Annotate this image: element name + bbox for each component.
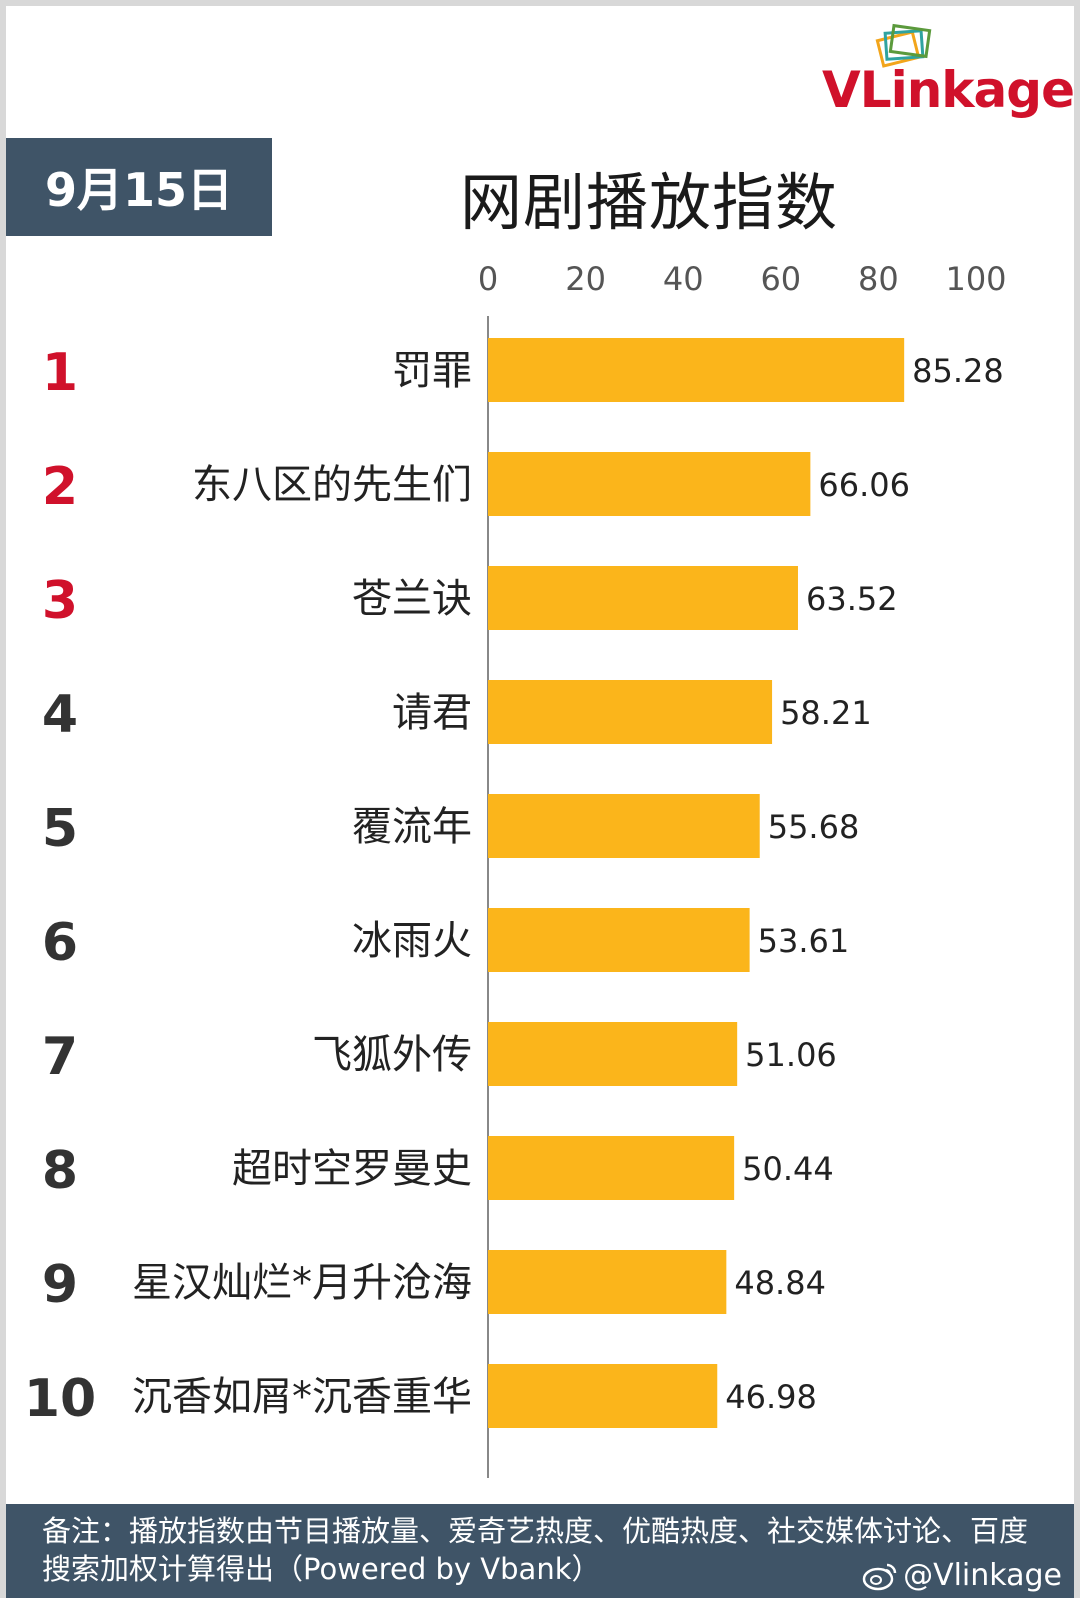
- bar-chart: 0 20 40 60 80 100 85.28 罚罪 1 66.06 东八区的先生们 2 63.52 苍兰…: [24, 260, 1007, 1478]
- rank-number: 8: [42, 1141, 78, 1201]
- bar: [488, 680, 773, 744]
- bar: [488, 452, 811, 516]
- bar-value-label: 53.61: [758, 922, 850, 960]
- bar: [488, 1250, 727, 1314]
- rank-number: 3: [42, 571, 78, 631]
- frame-border: [1074, 0, 1080, 1598]
- bar: [488, 908, 750, 972]
- frame-border: [0, 0, 1080, 6]
- x-tick-label: 80: [858, 260, 899, 298]
- rank-number: 1: [42, 343, 78, 403]
- category-label: 星汉灿烂*月升沧海: [132, 1260, 472, 1306]
- category-label: 飞狐外传: [312, 1032, 472, 1078]
- x-tick-label: 0: [478, 260, 498, 298]
- bar-value-label: 55.68: [768, 808, 860, 846]
- rank-number: 9: [42, 1255, 78, 1315]
- vlinkage-logo: VLinkage: [822, 22, 1075, 122]
- x-tick-label: 60: [760, 260, 801, 298]
- x-tick-label: 20: [565, 260, 606, 298]
- frame-border: [0, 0, 6, 1598]
- footer-note-bar: 备注：播放指数由节目播放量、爱奇艺热度、优酷热度、社交媒体讨论、百度搜索加权计算…: [6, 1504, 1074, 1598]
- bar-value-label: 50.44: [742, 1150, 834, 1188]
- handle-text: @Vlinkage: [903, 1558, 1062, 1593]
- weibo-handle: @Vlinkage: [861, 1558, 1062, 1593]
- x-tick-label: 40: [663, 260, 704, 298]
- date-label: 9月15日: [44, 163, 234, 217]
- category-label: 覆流年: [352, 804, 472, 850]
- category-label: 苍兰诀: [352, 576, 472, 622]
- rank-number: 5: [42, 799, 78, 859]
- bar-value-label: 51.06: [745, 1036, 837, 1074]
- rank-number: 6: [42, 913, 78, 973]
- category-label: 东八区的先生们: [192, 462, 472, 508]
- bar: [488, 566, 798, 630]
- bar: [488, 1022, 738, 1086]
- bar: [488, 338, 905, 402]
- footer-note: 备注：播放指数由节目播放量、爱奇艺热度、优酷热度、社交媒体讨论、百度搜索加权计算…: [42, 1514, 1029, 1586]
- category-label: 沉香如屑*沉香重华: [132, 1374, 472, 1420]
- weibo-icon: [862, 1563, 897, 1590]
- bar-value-label: 48.84: [734, 1264, 826, 1302]
- category-label: 超时空罗曼史: [232, 1146, 472, 1192]
- bar-value-label: 46.98: [725, 1378, 817, 1416]
- x-tick-label: 100: [945, 260, 1006, 298]
- logo-text: VLinkage: [822, 61, 1075, 119]
- rank-number: 7: [42, 1027, 78, 1087]
- rank-number: 10: [24, 1369, 96, 1429]
- category-label: 请君: [392, 690, 472, 736]
- chart-title: 网剧播放指数: [460, 166, 839, 239]
- bar: [488, 794, 760, 858]
- bar: [488, 1136, 735, 1200]
- logo-cards-icon: [875, 23, 932, 68]
- bar-value-label: 85.28: [912, 352, 1004, 390]
- bar-value-label: 63.52: [806, 580, 898, 618]
- category-label: 冰雨火: [352, 918, 472, 964]
- rank-number: 4: [42, 685, 78, 745]
- logo-text-rest: inkage: [890, 61, 1075, 119]
- rank-number: 2: [42, 457, 78, 517]
- bar-value-label: 66.06: [818, 466, 910, 504]
- date-badge: 9月15日: [6, 138, 272, 236]
- logo-text-v: VL: [822, 61, 892, 119]
- category-label: 罚罪: [392, 348, 472, 394]
- bar: [488, 1364, 718, 1428]
- bar-value-label: 58.21: [780, 694, 872, 732]
